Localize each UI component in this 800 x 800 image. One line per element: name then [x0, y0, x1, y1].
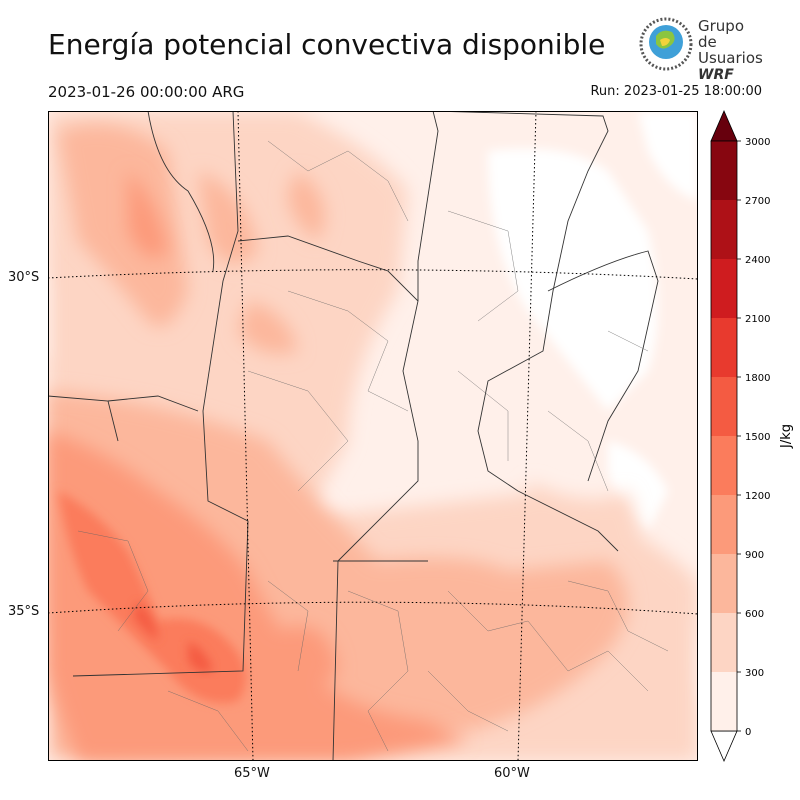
colorbar-tick-label: 0: [745, 727, 751, 738]
colorbar-extend-min: [710, 730, 738, 763]
valid-time: 2023-01-26 00:00:00 ARG: [48, 83, 245, 101]
colorbar-bin: [711, 672, 737, 731]
colorbar-tick-label: 2400: [745, 255, 770, 266]
colorbar-tick-label: 1200: [745, 491, 770, 502]
colorbar-bin: [711, 436, 737, 495]
cape-field: [48, 111, 698, 761]
province-boundaries: [47, 110, 659, 762]
cape-map: [47, 110, 699, 762]
colorbar-bin: [711, 141, 737, 200]
colorbar-tick-label: 2100: [745, 314, 770, 325]
colorbar-bin: [711, 377, 737, 436]
lat-label-30s: 30°S: [8, 270, 40, 285]
colorbar-bin: [711, 200, 737, 259]
colorbar-bin: [711, 259, 737, 318]
run-time: Run: 2023-01-25 18:00:00: [590, 84, 762, 99]
globe-icon: [639, 17, 693, 71]
colorbar-label: J/kg: [779, 424, 794, 449]
colorbar-tick-label: 1500: [745, 432, 770, 443]
colorbar-tick-label: 900: [745, 550, 764, 561]
graticule: [47, 110, 699, 762]
colorbar-bin: [711, 554, 737, 613]
colorbar-tick-label: 300: [745, 668, 764, 679]
map-frame: [48, 111, 698, 761]
wrf-logo: Grupo de Usuarios WRF: [638, 16, 763, 83]
colorbar-bin: [711, 613, 737, 672]
colorbar-extend-max: [710, 109, 738, 142]
logo-line-2: Usuarios: [698, 49, 763, 67]
lon-label-65w: 65°W: [234, 766, 270, 781]
department-boundaries: [77, 140, 669, 752]
colorbar-bin: [711, 318, 737, 377]
colorbar-tick-label: 2700: [745, 196, 770, 207]
logo-line-1: Grupo de: [698, 17, 744, 51]
lat-label-35s: 35°S: [8, 604, 40, 619]
logo-line-3: WRF: [698, 67, 734, 83]
colorbar-bin: [711, 495, 737, 554]
colorbar: 0 300 600 900 1200 1500 1800 2100 2400 2700 3000 J/…: [705, 108, 795, 768]
colorbar-tick-label: 1800: [745, 373, 770, 384]
colorbar-tick-label: 3000: [745, 137, 770, 148]
map-title: Energía potencial convectiva disponible: [48, 28, 606, 61]
colorbar-tick-label: 600: [745, 609, 764, 620]
lon-label-60w: 60°W: [494, 766, 530, 781]
